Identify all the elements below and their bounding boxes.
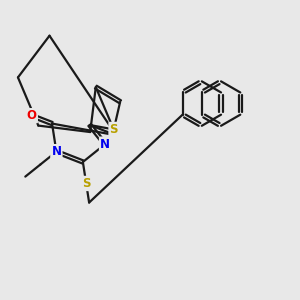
Text: S: S	[82, 177, 90, 190]
Text: O: O	[27, 109, 37, 122]
Text: N: N	[51, 145, 62, 158]
Text: S: S	[110, 123, 118, 136]
Text: N: N	[100, 138, 110, 151]
